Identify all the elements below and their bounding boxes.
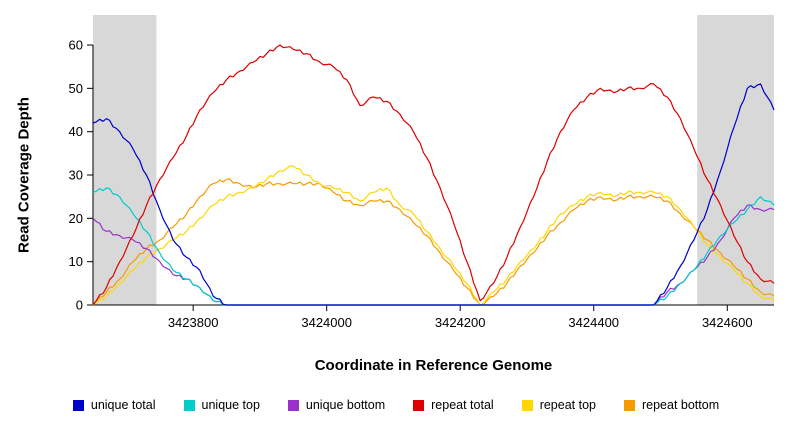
legend: unique total unique top unique bottom repea… <box>0 398 792 412</box>
legend-swatch-repeat-total <box>413 399 425 411</box>
y-tick-label: 30 <box>69 168 83 183</box>
legend-item-repeat-bottom: repeat bottom <box>623 398 720 412</box>
series-line-repeat-top <box>92 165 775 306</box>
legend-item-unique-total: unique total <box>72 398 156 412</box>
legend-label: repeat bottom <box>641 398 720 412</box>
y-tick-label: 0 <box>76 298 83 313</box>
x-tick-label: 3423800 <box>168 315 219 330</box>
legend-label: repeat total <box>431 398 494 412</box>
y-axis-title: Read Coverage Depth <box>15 97 33 253</box>
y-tick-label: 40 <box>69 124 83 139</box>
x-tick-label: 3424400 <box>568 315 619 330</box>
x-axis-title: Coordinate in Reference Genome <box>314 357 553 374</box>
x-tick-label: 3424200 <box>435 315 486 330</box>
legend-swatch-repeat-top <box>521 399 533 411</box>
legend-item-repeat-top: repeat top <box>521 398 596 412</box>
y-tick-label: 60 <box>69 38 83 53</box>
y-tick-label: 10 <box>69 254 83 269</box>
legend-swatch-unique-top <box>183 399 195 411</box>
legend-item-unique-top: unique top <box>183 398 260 412</box>
legend-swatch-repeat-bottom <box>623 399 635 411</box>
legend-swatch-unique-bottom <box>287 399 299 411</box>
shaded-region <box>697 15 774 305</box>
y-tick-label: 20 <box>69 211 83 226</box>
legend-label: unique top <box>201 398 260 412</box>
legend-label: repeat top <box>539 398 596 412</box>
legend-label: unique total <box>90 398 156 412</box>
legend-item-unique-bottom: unique bottom <box>287 398 386 412</box>
y-tick-label: 50 <box>69 81 83 96</box>
series-line-repeat-total <box>92 44 775 306</box>
legend-swatch-unique-total <box>72 399 84 411</box>
series-line-unique-total <box>92 83 775 306</box>
series-line-repeat-bottom <box>92 178 775 306</box>
x-tick-label: 3424000 <box>301 315 352 330</box>
shaded-region <box>93 15 157 305</box>
series-line-unique-bottom <box>92 204 775 306</box>
legend-label: unique bottom <box>305 398 386 412</box>
x-tick-label: 3424600 <box>702 315 753 330</box>
legend-item-repeat-total: repeat total <box>413 398 494 412</box>
